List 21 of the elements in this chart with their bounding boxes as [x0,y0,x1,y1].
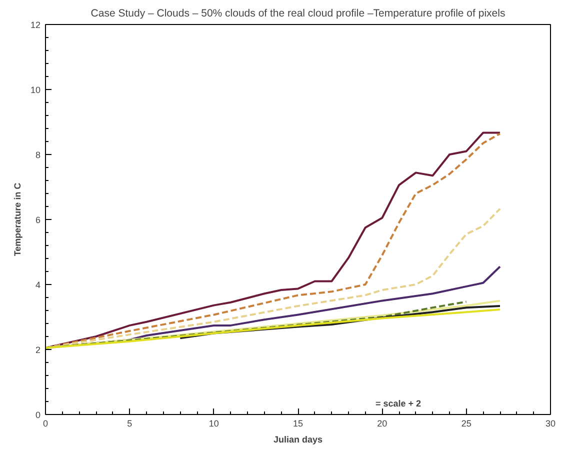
line-series [179,304,501,340]
x-axis-title: Julian days [273,434,323,444]
chart-title: Case Study – Clouds – 50% clouds of the real cloud profile –Temperature profile of pixels [90,8,506,20]
y-tick-label: 12 [30,20,41,30]
x-tick-label: 0 [42,418,48,428]
y-tick-label: 4 [35,280,41,290]
x-tick-label: 10 [208,418,219,428]
x-tick-label: 5 [127,418,132,428]
annotation: = scale + 2 [376,398,422,408]
x-tick-label: 15 [292,418,304,428]
y-tick-label: 2 [35,345,41,355]
y-tick-label: 8 [35,150,41,160]
y-tick-label: 10 [30,85,41,95]
y-tick-label: 0 [35,410,41,420]
y-axis-title: Temperature in C [12,182,22,256]
line-series [46,208,501,349]
y-tick-label: 6 [35,215,41,225]
x-tick-label: 30 [545,418,556,428]
x-tick-label: 20 [377,418,388,428]
x-tick-label: 25 [461,418,472,428]
line-series [46,308,501,349]
